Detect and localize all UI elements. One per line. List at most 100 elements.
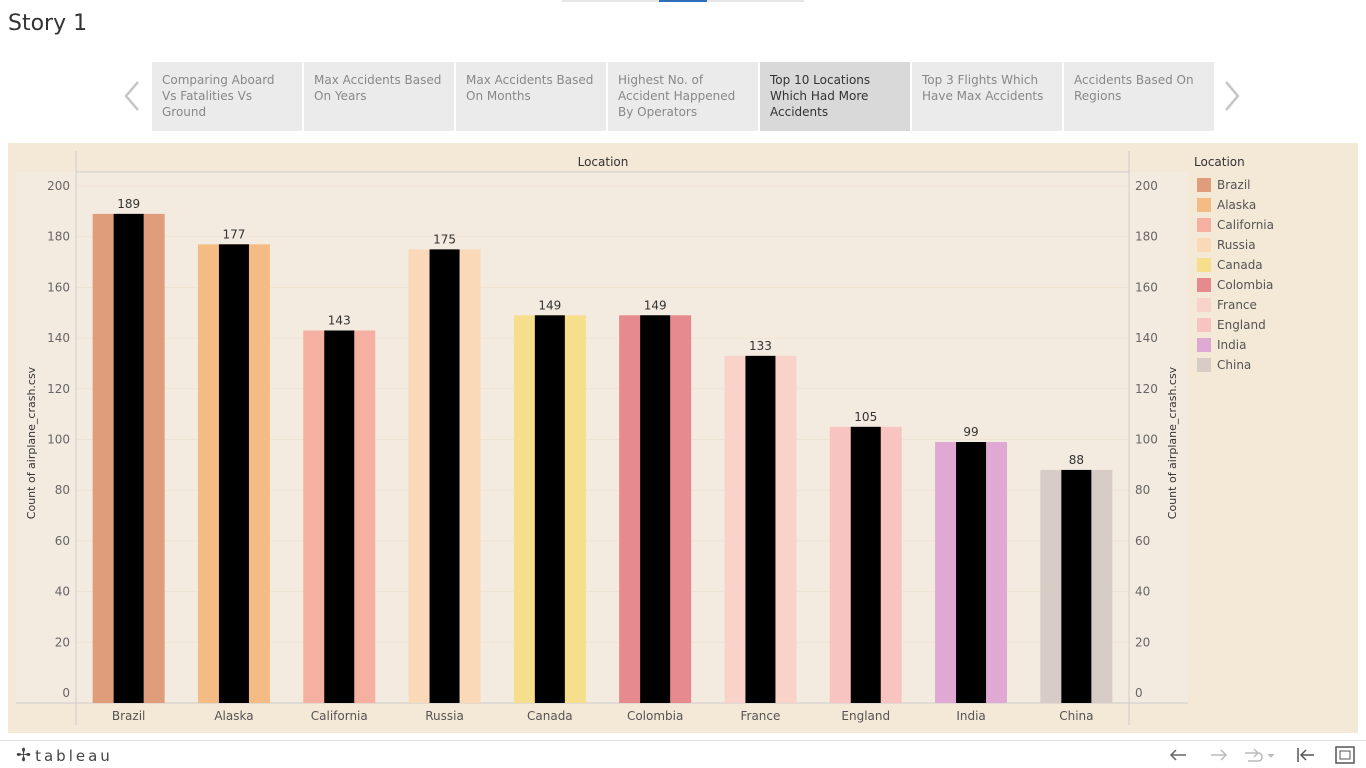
y-axis-ticks-right: 0 20 40 60 80 100 120 140 160 180 200	[1135, 179, 1158, 700]
legend-item[interactable]: Russia	[1194, 235, 1354, 255]
arrow-left-icon	[1169, 749, 1186, 761]
skip-to-start-icon	[1297, 748, 1314, 762]
legend-swatch	[1197, 358, 1211, 372]
fullscreen-button[interactable]	[1334, 745, 1356, 765]
legend-label: Brazil	[1217, 178, 1251, 192]
overlay-bar-brazil[interactable]	[113, 213, 144, 703]
legend-swatch	[1197, 198, 1211, 212]
legend-label: China	[1217, 358, 1252, 372]
data-label: 99	[963, 425, 978, 439]
legend-item[interactable]: Colombia	[1194, 275, 1354, 295]
undo-button[interactable]	[1168, 745, 1190, 765]
footer-toolbar: ✢ tableau	[0, 740, 1366, 768]
overlay-bar-colombia[interactable]	[640, 315, 671, 703]
reset-button[interactable]	[1295, 745, 1317, 765]
previous-story-point-button[interactable]	[120, 78, 146, 114]
next-story-point-button[interactable]	[1218, 78, 1244, 114]
category-label: California	[311, 709, 368, 723]
fullscreen-icon	[1335, 746, 1355, 764]
legend: Location Brazil Alaska California Russia Can…	[1194, 155, 1354, 375]
plot-background	[16, 172, 1188, 703]
story-point-years[interactable]: Max Accidents Based On Years	[304, 62, 454, 131]
story-point-top-flights[interactable]: Top 3 Flights Which Have Max Accidents	[912, 62, 1062, 131]
column-header-location: Location	[578, 155, 629, 169]
revert-icon	[1245, 748, 1275, 762]
legend-item[interactable]: Alaska	[1194, 195, 1354, 215]
legend-swatch	[1197, 278, 1211, 292]
y-axis-title-right: Count of airplane_crash.csv	[1166, 366, 1179, 519]
legend-item[interactable]: India	[1194, 335, 1354, 355]
category-label: China	[1059, 709, 1093, 723]
y-tick-right: 80	[1135, 483, 1150, 497]
legend-title: Location	[1194, 155, 1245, 169]
category-label: France	[740, 709, 780, 723]
overlay-bar-russia[interactable]	[429, 249, 460, 703]
y-tick-right: 60	[1135, 534, 1150, 548]
overlay-bar-france[interactable]	[745, 355, 776, 703]
legend-label: France	[1217, 298, 1257, 312]
redo-button[interactable]	[1207, 745, 1229, 765]
y-axis-ticks-left: 0 20 40 60 80 100 120 140 160 180 200	[47, 179, 70, 700]
category-label: Brazil	[112, 709, 146, 723]
arrow-right-icon	[1211, 749, 1228, 761]
y-tick-left: 140	[47, 331, 70, 345]
category-label: Russia	[425, 709, 464, 723]
data-label: 143	[328, 313, 351, 327]
legend-items: Brazil Alaska California Russia Canada Colomb…	[1194, 175, 1354, 375]
overlay-bar-china[interactable]	[1061, 469, 1092, 703]
legend-item[interactable]: California	[1194, 215, 1354, 235]
overlay-bar-india[interactable]	[956, 442, 987, 703]
bars-group	[92, 213, 1113, 703]
top-scroll-indicator[interactable]	[659, 0, 707, 2]
dashboard-area: Location Count of airplane_crash.csv Cou…	[8, 143, 1358, 733]
legend-swatch	[1197, 338, 1211, 352]
y-tick-left: 60	[55, 534, 70, 548]
data-label: 175	[433, 232, 456, 246]
story-point-regions[interactable]: Accidents Based On Regions	[1064, 62, 1214, 131]
legend-label: Russia	[1217, 238, 1256, 252]
overlay-bar-california[interactable]	[324, 330, 355, 703]
data-label: 177	[222, 227, 245, 241]
category-labels-group: Brazil Alaska California Russia Canada Colomb…	[112, 709, 1094, 723]
story-points-navigator: Comparing Aboard Vs Fatalities Vs Ground…	[152, 62, 1214, 131]
bar-chart: Location Count of airplane_crash.csv Cou…	[16, 151, 1188, 725]
story-point-operators[interactable]: Highest No. of Accident Happened By Oper…	[608, 62, 758, 131]
legend-swatch	[1197, 178, 1211, 192]
legend-item[interactable]: France	[1194, 295, 1354, 315]
y-tick-left: 180	[47, 230, 70, 244]
legend-swatch	[1197, 298, 1211, 312]
overlay-bar-canada[interactable]	[534, 315, 565, 703]
overlay-bar-alaska[interactable]	[218, 244, 249, 703]
legend-item[interactable]: Brazil	[1194, 175, 1354, 195]
legend-swatch	[1197, 318, 1211, 332]
tableau-logo[interactable]: ✢ tableau	[16, 745, 113, 766]
tableau-plus-icon: ✢	[16, 745, 32, 766]
category-label: Alaska	[214, 709, 253, 723]
y-tick-right: 40	[1135, 585, 1150, 599]
legend-swatch	[1197, 258, 1211, 272]
revert-button[interactable]	[1242, 745, 1276, 765]
overlay-bar-england[interactable]	[850, 426, 881, 703]
story-point-months[interactable]: Max Accidents Based On Months	[456, 62, 606, 131]
data-label: 149	[538, 298, 561, 312]
category-label: India	[956, 709, 985, 723]
y-tick-right: 0	[1135, 686, 1143, 700]
data-label: 149	[644, 298, 667, 312]
story-title: Story 1	[8, 11, 88, 36]
y-tick-left: 40	[55, 585, 70, 599]
y-tick-right: 100	[1135, 433, 1158, 447]
y-tick-right: 180	[1135, 230, 1158, 244]
legend-item[interactable]: China	[1194, 355, 1354, 375]
story-point-aboard-fatalities[interactable]: Comparing Aboard Vs Fatalities Vs Ground	[152, 62, 302, 131]
y-tick-left: 20	[55, 635, 70, 649]
legend-item[interactable]: Canada	[1194, 255, 1354, 275]
legend-label: England	[1217, 318, 1266, 332]
y-tick-right: 200	[1135, 179, 1158, 193]
legend-item[interactable]: England	[1194, 315, 1354, 335]
y-tick-left: 200	[47, 179, 70, 193]
y-tick-right: 20	[1135, 635, 1150, 649]
category-label: England	[841, 709, 890, 723]
data-labels-group: 189 177 143 175 149 149 133 105 99 88	[117, 197, 1084, 467]
story-point-top-locations[interactable]: Top 10 Locations Which Had More Accident…	[760, 62, 910, 131]
